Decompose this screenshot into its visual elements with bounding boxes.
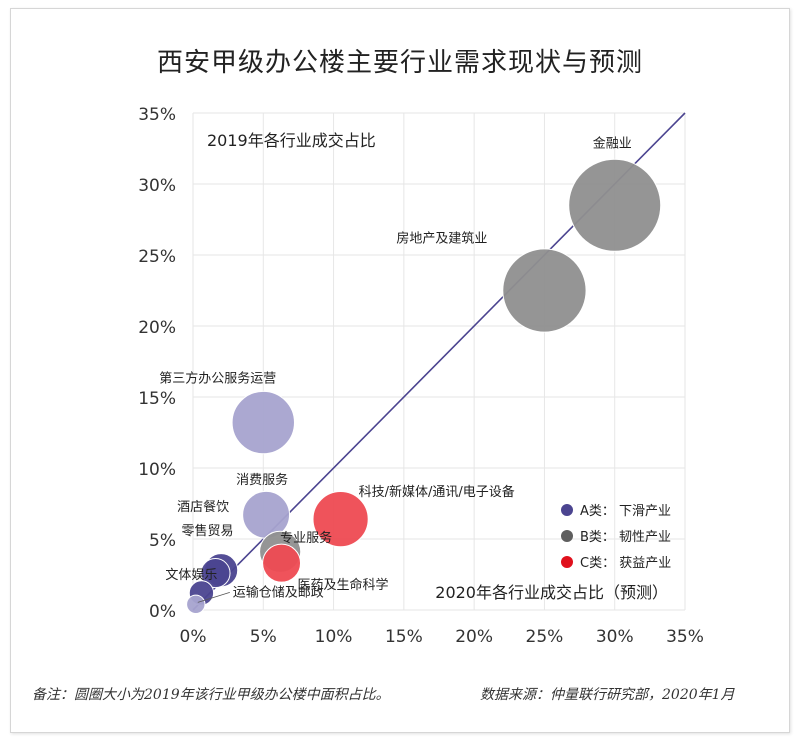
point-label: 运输仓储及邮政 [233, 584, 324, 600]
legend-label: C类： 获益产业 [580, 556, 671, 571]
x-tick-label: 0% [180, 627, 207, 647]
data-source: 数据来源：仲量联行研究部，2020年1月 [480, 687, 735, 703]
bubble [262, 543, 302, 583]
x-tick-label: 35% [666, 627, 704, 647]
bubble [231, 390, 295, 455]
point-label: 专业服务 [280, 530, 332, 546]
x-tick-label: 10% [315, 627, 353, 647]
y-tick-label: 0% [149, 602, 176, 622]
bubble [502, 248, 587, 333]
x-tick-label: 25% [526, 627, 564, 647]
y-tick-label: 30% [138, 176, 176, 196]
point-label: 零售贸易 [181, 523, 233, 539]
y-tick-label: 25% [138, 247, 176, 267]
bubble [568, 158, 662, 252]
chart-title: 西安甲级办公楼主要行业需求现状与预测 [156, 48, 643, 78]
point-label: 文体娱乐 [165, 568, 217, 583]
bubble [200, 558, 231, 589]
bubble [186, 594, 206, 615]
point-label: 酒店餐饮 [177, 499, 229, 515]
point-label: 医药及生命科学 [298, 577, 389, 593]
x-tick-label: 20% [455, 627, 493, 647]
bubbles [186, 158, 662, 615]
y-axis-label: 2019年各行业成交占比 [207, 131, 376, 150]
y-tick-label: 10% [138, 460, 176, 480]
y-tick-label: 35% [138, 105, 176, 125]
y-tick-label: 5% [149, 531, 176, 551]
legend-marker [561, 504, 573, 516]
point-label: 科技/新媒体/通讯/电子设备 [359, 484, 515, 500]
point-label: 房地产及建筑业 [396, 231, 487, 247]
y-tick-label: 20% [138, 318, 176, 338]
label-leader-line [197, 591, 230, 603]
point-label: 消费服务 [236, 472, 288, 488]
axes: 0% 5% 10% 15% 20% 25% 30% 35% 0% 5% 10% 15% 20% 25% 30… [138, 105, 704, 647]
bubble [312, 491, 369, 548]
y-tick-label: 15% [138, 389, 176, 409]
point-label: 第三方办公服务运营 [159, 371, 276, 387]
x-axis-label: 2020年各行业成交占比（预测） [435, 583, 668, 602]
x-tick-label: 15% [385, 627, 423, 647]
legend-marker [561, 530, 573, 542]
chart-frame [10, 8, 790, 733]
legend-marker [561, 556, 573, 568]
x-tick-label: 5% [250, 627, 277, 647]
point-labels: 金融业房地产及建筑业第三方办公服务运营消费服务科技/新媒体/通讯/电子设备专业服… [159, 135, 632, 603]
point-label: 金融业 [593, 135, 632, 151]
legend-label: B类： 韧性产业 [580, 530, 671, 545]
legend: A类： 下滑产业 B类： 韧性产业 C类： 获益产业 [561, 504, 671, 571]
x-tick-label: 30% [596, 627, 634, 647]
footnote: 备注：圆圈大小为2019年该行业甲级办公楼中面积占比。 [32, 687, 390, 703]
legend-label: A类： 下滑产业 [580, 504, 671, 519]
